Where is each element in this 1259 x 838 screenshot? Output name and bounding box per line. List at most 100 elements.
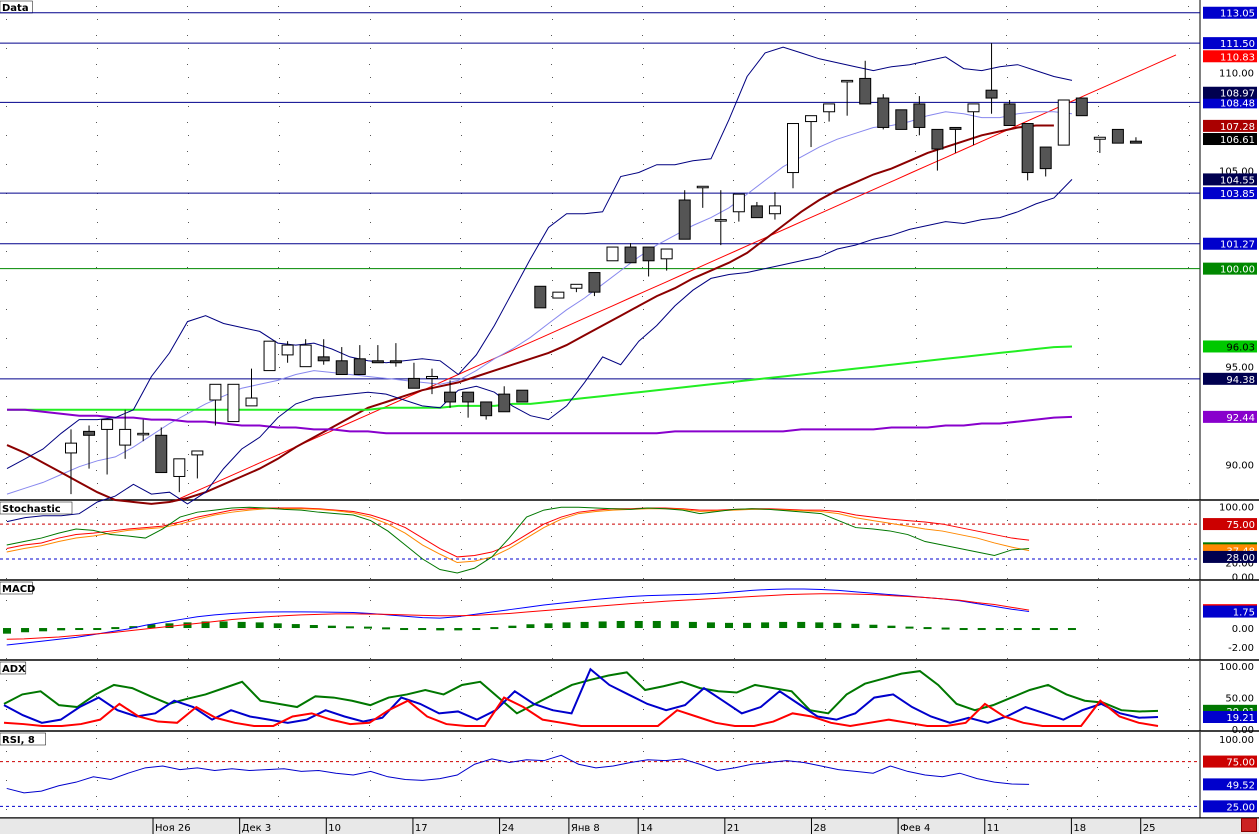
grid-dot — [370, 396, 371, 397]
macd-histogram-bar — [923, 627, 932, 630]
grid-dot — [552, 164, 553, 165]
value-marker — [1203, 372, 1257, 385]
grid-dot — [1098, 680, 1099, 681]
grid-dot — [916, 483, 917, 484]
grid-dot — [97, 77, 98, 78]
grid-dot — [1097, 209, 1098, 210]
grid-dot — [1098, 709, 1099, 710]
grid-dot — [1098, 549, 1099, 550]
grid-dot — [188, 751, 189, 752]
grid-dot — [279, 222, 280, 223]
grid-dot — [733, 325, 734, 326]
grid-dot — [1007, 309, 1008, 310]
grid-dot — [370, 809, 371, 810]
grid-dot — [278, 696, 279, 697]
grid-dot — [916, 367, 917, 368]
grid-dot — [825, 549, 826, 550]
grid-dot — [1007, 809, 1008, 810]
grid-dot — [460, 383, 461, 384]
macd-histogram-bar — [111, 627, 120, 630]
macd-line-0 — [6, 588, 1030, 646]
grid-dot — [1097, 536, 1098, 537]
grid-dot — [915, 536, 916, 537]
grid-dot — [551, 738, 552, 739]
grid-dot — [188, 600, 189, 601]
grid-dot — [1098, 454, 1099, 455]
grid-dot — [188, 629, 189, 630]
candle — [895, 109, 908, 130]
grid-dot — [1097, 616, 1098, 617]
grid-dot — [642, 696, 643, 697]
grid-dot — [552, 396, 553, 397]
grid-dot — [916, 19, 917, 20]
grid-dot — [1188, 616, 1189, 617]
grid-dot — [278, 35, 279, 36]
grid-dot — [825, 809, 826, 810]
grid-dot — [1188, 645, 1189, 646]
grid-dot — [279, 549, 280, 550]
grid-dot — [1188, 93, 1189, 94]
grid-dot — [460, 296, 461, 297]
grid-dot — [460, 507, 461, 508]
grid-dot — [1189, 280, 1190, 281]
grid-dot — [916, 600, 917, 601]
grid-dot — [551, 325, 552, 326]
grid-dot — [915, 645, 916, 646]
grid-dot — [916, 454, 917, 455]
grid-dot — [552, 680, 553, 681]
grid-dot — [96, 354, 97, 355]
x-tick-label: 17 — [415, 823, 428, 834]
grid-dot — [733, 93, 734, 94]
x-tick-label: Фев 4 — [900, 823, 930, 834]
candle — [678, 199, 691, 240]
grid-dot — [643, 809, 644, 810]
grid-dot — [278, 354, 279, 355]
grid-dot — [825, 309, 826, 310]
grid-dot — [370, 483, 371, 484]
grid-dot — [1098, 483, 1099, 484]
grid-dot — [643, 396, 644, 397]
macd-histogram-bar — [472, 628, 481, 631]
macd-histogram-bar — [743, 622, 752, 629]
exit-icon[interactable] — [1241, 818, 1257, 832]
grid-dot — [1097, 6, 1098, 7]
y-tick-label: 20.00 — [1225, 559, 1254, 570]
grid-dot — [96, 645, 97, 646]
macd-histogram-bar — [508, 625, 517, 629]
grid-dot — [1006, 6, 1007, 7]
grid-dot — [370, 164, 371, 165]
grid-dot — [1188, 767, 1189, 768]
grid-dot — [643, 520, 644, 521]
grid-dot — [1097, 122, 1098, 123]
grid-dot — [97, 680, 98, 681]
grid-dot — [824, 441, 825, 442]
macd-histogram-bar — [598, 621, 607, 629]
grid-dot — [370, 709, 371, 710]
value-marker — [1203, 133, 1257, 146]
grid-dot — [824, 470, 825, 471]
macd-histogram-bar — [327, 625, 336, 629]
grid-dot — [188, 709, 189, 710]
macd-histogram-bar — [21, 628, 30, 633]
grid-dot — [643, 578, 644, 579]
grid-dot — [369, 267, 370, 268]
grid-dot — [188, 549, 189, 550]
candle — [317, 356, 330, 362]
candle — [768, 205, 781, 215]
grid-dot — [461, 251, 462, 252]
value-marker — [1203, 187, 1257, 200]
grid-dot — [96, 151, 97, 152]
grid-dot — [187, 267, 188, 268]
grid-dot — [1006, 267, 1007, 268]
x-tick-label: 14 — [640, 823, 653, 834]
macd-histogram-bar — [941, 627, 950, 630]
grid-dot — [734, 809, 735, 810]
grid-dot — [187, 470, 188, 471]
grid-dot — [6, 454, 7, 455]
grid-dot — [552, 629, 553, 630]
value-marker-label: 75.00 — [1226, 520, 1255, 531]
candle — [444, 391, 457, 403]
grid-dot — [643, 135, 644, 136]
candle — [83, 430, 96, 436]
candle — [119, 428, 132, 446]
